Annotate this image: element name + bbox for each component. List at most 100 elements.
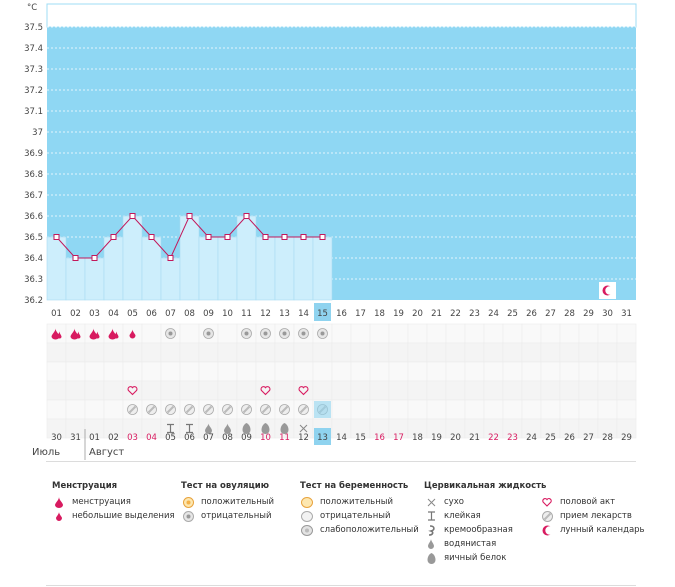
pill-icon-stripe <box>204 405 213 414</box>
row-cell <box>255 361 276 382</box>
ovulation-negative-icon-core <box>282 331 287 336</box>
row-cell <box>597 399 618 420</box>
temp-point <box>72 255 79 261</box>
temp-bar <box>84 257 105 301</box>
row-cell <box>369 399 390 420</box>
row-cell <box>274 380 295 401</box>
row-cell <box>464 361 485 382</box>
row-cell <box>388 361 409 382</box>
row-cell <box>388 380 409 401</box>
row-cell <box>597 361 618 382</box>
row-cell <box>217 342 238 363</box>
moon-icon-mask <box>605 286 614 295</box>
dry-icon <box>299 424 308 433</box>
row-cell <box>198 380 219 401</box>
legend-other: половой акт прием лекарств лунный календ… <box>540 495 645 537</box>
calendar-day-label: 29 <box>621 433 632 443</box>
month-august: Август <box>89 447 125 458</box>
drop-heavy-icon <box>52 496 66 508</box>
row-cell <box>445 323 466 344</box>
legend-label: яичный белок <box>444 553 507 563</box>
cycle-day-label: 08 <box>184 309 195 319</box>
legend-title: Цервикальная жидкость <box>424 481 547 491</box>
row-cell <box>483 342 504 363</box>
cycle-day-label: 03 <box>89 309 100 319</box>
row-cell <box>426 361 447 382</box>
y-tick-label: 36.3 <box>24 275 43 285</box>
row-cell <box>521 342 542 363</box>
cycle-day-label: 24 <box>488 309 499 319</box>
temp-point <box>224 234 231 240</box>
temp-point <box>148 234 155 240</box>
drop-light-icon <box>129 329 136 339</box>
row-cell <box>331 380 352 401</box>
cycle-day-label: 17 <box>355 309 366 319</box>
row-cell <box>578 399 599 420</box>
row-cell <box>350 342 371 363</box>
row-cell <box>331 399 352 420</box>
y-tick-label: 37.1 <box>24 107 43 117</box>
creamy-icon <box>424 524 438 536</box>
row-cell <box>350 380 371 401</box>
row-cell <box>369 380 390 401</box>
pill-icon-stripe <box>166 405 175 414</box>
calendar-day-label: 06 <box>184 433 195 443</box>
calendar-day-label: 11 <box>279 433 290 443</box>
temp-point <box>129 213 136 219</box>
calendar-day-label: 10 <box>260 433 271 443</box>
row-cell <box>141 361 162 382</box>
calendar-day-label: 18 <box>412 433 423 443</box>
row-cell <box>559 380 580 401</box>
row-cell <box>350 323 371 344</box>
row-cell <box>616 342 637 363</box>
temp-bar <box>122 215 143 301</box>
legend-ovulation: Тест на овуляцию положительный отрицател… <box>181 481 274 523</box>
cycle-day-label: 27 <box>545 309 556 319</box>
legend-pregnancy: Тест на беременность положительный отриц… <box>300 481 419 537</box>
calendar-day-label: 08 <box>222 433 233 443</box>
calendar-day-label: 14 <box>336 433 347 443</box>
pill-icon-stripe <box>128 405 137 414</box>
drop-heavy-icon <box>89 328 98 340</box>
temp-bar <box>198 236 219 301</box>
row-cell <box>217 361 238 382</box>
row-cell <box>179 361 200 382</box>
temp-point <box>167 255 174 261</box>
drop-heavy-icon <box>95 331 100 339</box>
row-cell <box>388 399 409 420</box>
row-cell <box>616 323 637 344</box>
temp-point <box>262 234 269 240</box>
row-cell <box>65 361 86 382</box>
row-cell <box>217 380 238 401</box>
pill-icon <box>540 510 554 522</box>
row-cell <box>160 361 181 382</box>
calendar-day-label: 01 <box>89 433 100 443</box>
y-tick-label: 36.2 <box>24 296 43 306</box>
sticky-icon <box>186 423 193 434</box>
cycle-day-label: 05 <box>127 309 138 319</box>
row-cell <box>388 342 409 363</box>
calendar-day-label: 30 <box>51 433 62 443</box>
row-cell <box>464 399 485 420</box>
row-cell <box>559 342 580 363</box>
row-cell <box>426 399 447 420</box>
temp-unit-label: °C <box>27 3 37 13</box>
row-cell <box>502 380 523 401</box>
y-tick-label: 36.9 <box>24 149 43 159</box>
heart-icon <box>298 386 309 396</box>
calendar-day-label: 02 <box>108 433 119 443</box>
cycle-day-label: 18 <box>374 309 385 319</box>
calendar-day-label: 22 <box>488 433 499 443</box>
calendar-day-label: 09 <box>241 433 252 443</box>
temp-bar <box>160 257 181 301</box>
temp-bar <box>141 236 162 301</box>
row-cell <box>293 342 314 363</box>
heart-icon <box>260 386 271 396</box>
row-cell <box>179 342 200 363</box>
row-cell <box>464 342 485 363</box>
row-cell <box>616 361 637 382</box>
legend-label: лунный календарь <box>560 525 645 535</box>
cycle-day-label: 04 <box>108 309 119 319</box>
row-cell <box>236 342 257 363</box>
row-cell <box>198 361 219 382</box>
